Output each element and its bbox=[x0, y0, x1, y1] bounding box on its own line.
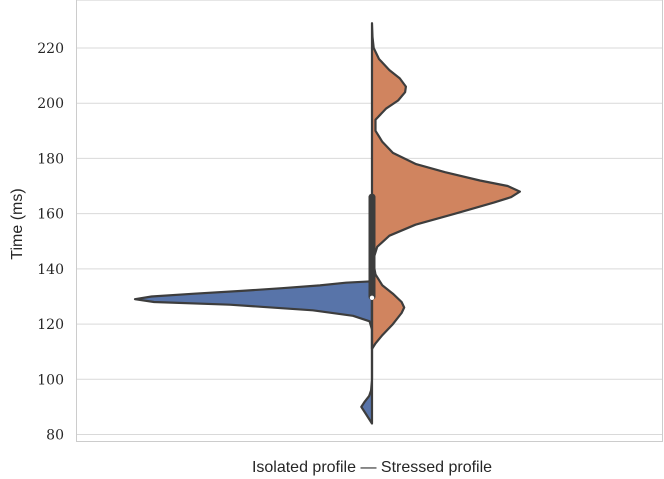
y-axis-label: Time (ms) bbox=[9, 188, 26, 259]
y-tick-label: 100 bbox=[37, 372, 64, 388]
y-tick-label: 160 bbox=[37, 207, 64, 223]
violin-left bbox=[133, 280, 374, 425]
x-axis-label: Isolated profile — Stressed profile bbox=[252, 459, 492, 476]
inner-box bbox=[368, 193, 376, 380]
violin-right bbox=[370, 22, 521, 350]
box-median bbox=[369, 295, 375, 301]
plot-frame bbox=[76, 0, 663, 442]
y-tick-label: 180 bbox=[37, 151, 64, 167]
y-tick-label: 220 bbox=[37, 41, 64, 57]
y-tick-label: 200 bbox=[37, 96, 64, 112]
y-tick-label: 140 bbox=[37, 262, 64, 278]
violins bbox=[133, 22, 521, 425]
y-tick-label: 80 bbox=[46, 428, 64, 444]
y-tick-labels: 80 100 120 140 160 180 200 220 bbox=[37, 41, 64, 444]
y-tick-label: 120 bbox=[37, 317, 64, 333]
